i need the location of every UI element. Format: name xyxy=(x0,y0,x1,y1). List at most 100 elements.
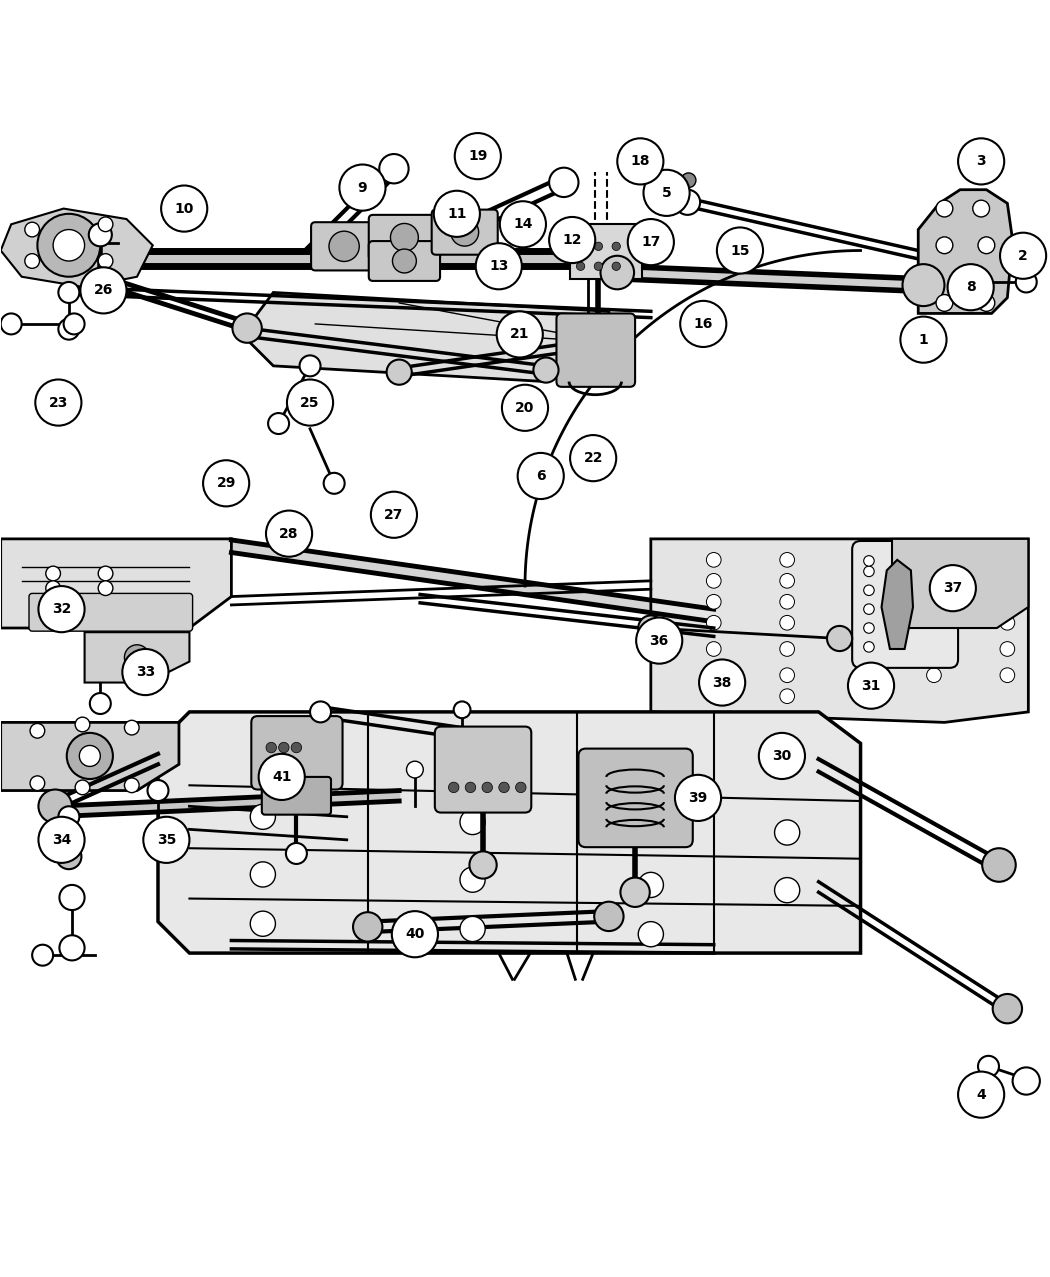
Text: 20: 20 xyxy=(516,401,534,415)
Polygon shape xyxy=(892,539,1028,628)
Polygon shape xyxy=(1,539,231,628)
Circle shape xyxy=(482,782,492,793)
Circle shape xyxy=(291,742,301,753)
Circle shape xyxy=(76,718,90,732)
Text: 25: 25 xyxy=(300,396,320,410)
Circle shape xyxy=(972,200,989,217)
Circle shape xyxy=(628,220,674,266)
Text: 32: 32 xyxy=(51,603,71,616)
Circle shape xyxy=(287,379,333,425)
Text: 2: 2 xyxy=(1018,249,1028,263)
Circle shape xyxy=(250,911,275,936)
Circle shape xyxy=(455,133,501,179)
Circle shape xyxy=(1000,595,1014,609)
Circle shape xyxy=(39,789,72,824)
Circle shape xyxy=(266,742,276,753)
Circle shape xyxy=(147,835,168,857)
Text: 16: 16 xyxy=(694,317,713,331)
Text: 8: 8 xyxy=(966,280,975,294)
Circle shape xyxy=(67,733,113,779)
Circle shape xyxy=(936,295,952,312)
Circle shape xyxy=(594,902,624,931)
Circle shape xyxy=(454,701,470,718)
Circle shape xyxy=(601,255,634,290)
Circle shape xyxy=(371,492,417,538)
Circle shape xyxy=(926,553,941,567)
Circle shape xyxy=(926,668,941,682)
Circle shape xyxy=(30,724,45,738)
FancyBboxPatch shape xyxy=(579,748,693,847)
Circle shape xyxy=(936,236,952,254)
Circle shape xyxy=(30,776,45,790)
Circle shape xyxy=(848,663,895,709)
Circle shape xyxy=(780,573,795,589)
Circle shape xyxy=(460,917,485,941)
Circle shape xyxy=(266,511,312,557)
Text: 40: 40 xyxy=(405,927,424,941)
Text: 23: 23 xyxy=(48,396,68,410)
Circle shape xyxy=(499,782,509,793)
Circle shape xyxy=(339,165,385,211)
Circle shape xyxy=(310,701,331,723)
Circle shape xyxy=(982,848,1015,882)
Circle shape xyxy=(673,180,688,195)
Circle shape xyxy=(278,761,289,771)
Circle shape xyxy=(549,167,579,197)
Circle shape xyxy=(854,641,868,656)
Circle shape xyxy=(502,384,548,430)
Circle shape xyxy=(353,912,382,941)
Circle shape xyxy=(25,254,40,268)
Circle shape xyxy=(89,223,112,246)
Circle shape xyxy=(33,945,54,965)
Circle shape xyxy=(392,911,438,958)
FancyBboxPatch shape xyxy=(369,215,440,261)
Text: 39: 39 xyxy=(689,790,708,805)
Circle shape xyxy=(594,243,603,250)
Circle shape xyxy=(99,217,113,231)
Circle shape xyxy=(1000,668,1014,682)
FancyBboxPatch shape xyxy=(853,541,958,668)
Circle shape xyxy=(81,267,127,313)
Circle shape xyxy=(1,313,22,335)
Circle shape xyxy=(123,649,168,695)
Circle shape xyxy=(707,553,721,567)
Circle shape xyxy=(36,379,82,425)
Text: 33: 33 xyxy=(135,665,155,679)
Circle shape xyxy=(638,815,664,840)
Circle shape xyxy=(1015,272,1036,292)
Text: 34: 34 xyxy=(51,833,71,847)
Circle shape xyxy=(59,319,80,340)
Circle shape xyxy=(576,243,585,250)
Circle shape xyxy=(125,645,149,670)
Circle shape xyxy=(460,867,485,893)
Circle shape xyxy=(99,254,113,268)
Circle shape xyxy=(958,1071,1004,1117)
Circle shape xyxy=(775,820,800,845)
Circle shape xyxy=(232,313,261,342)
Circle shape xyxy=(780,595,795,609)
Text: 4: 4 xyxy=(976,1088,986,1102)
Circle shape xyxy=(936,200,952,217)
Text: 37: 37 xyxy=(943,581,963,595)
Circle shape xyxy=(612,243,621,250)
Circle shape xyxy=(460,810,485,835)
Circle shape xyxy=(864,566,875,577)
Circle shape xyxy=(926,616,941,630)
Polygon shape xyxy=(882,559,914,649)
Text: 14: 14 xyxy=(513,217,532,231)
Text: 41: 41 xyxy=(272,770,292,784)
Circle shape xyxy=(80,746,101,766)
Text: 35: 35 xyxy=(156,833,176,847)
Circle shape xyxy=(992,994,1022,1023)
Circle shape xyxy=(278,742,289,753)
Circle shape xyxy=(329,231,359,262)
Circle shape xyxy=(775,877,800,903)
Circle shape xyxy=(638,922,664,946)
Circle shape xyxy=(594,262,603,271)
Text: 6: 6 xyxy=(536,469,546,483)
Circle shape xyxy=(533,358,559,383)
Circle shape xyxy=(707,595,721,609)
Circle shape xyxy=(707,641,721,656)
FancyBboxPatch shape xyxy=(570,225,643,278)
Circle shape xyxy=(707,573,721,589)
